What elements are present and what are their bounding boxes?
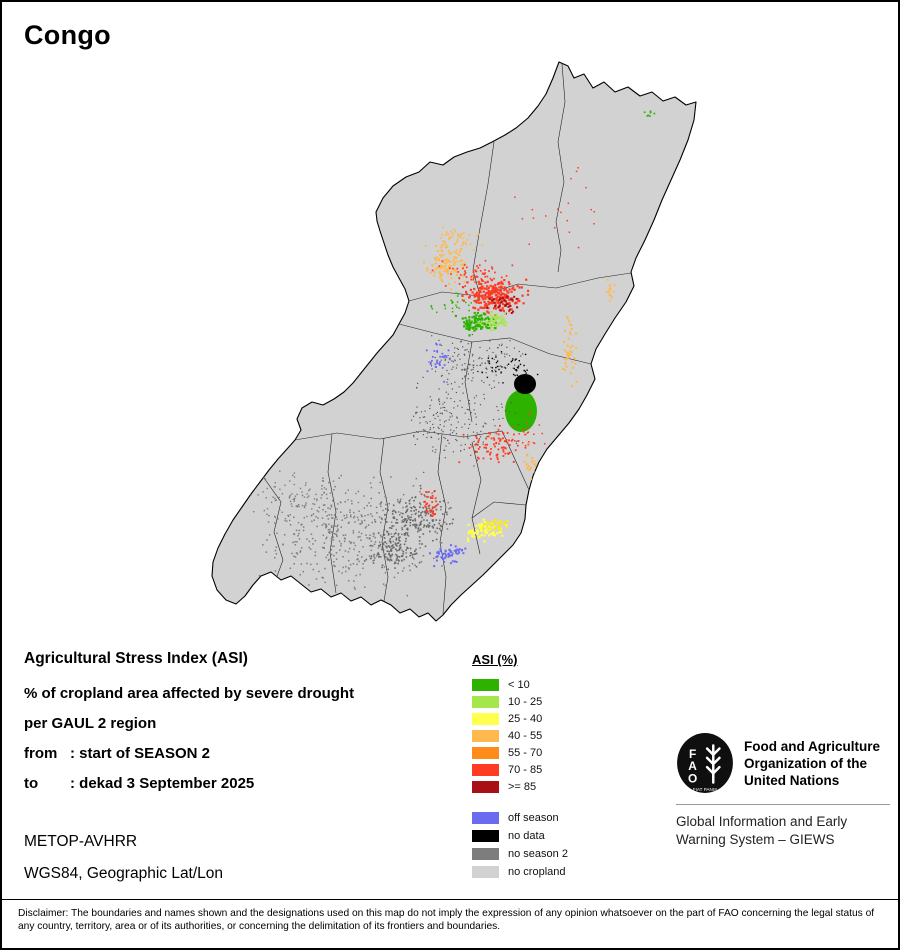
- legend-label: no season 2: [508, 848, 568, 860]
- legend-swatch: [472, 848, 499, 860]
- period-from-label: from: [24, 745, 58, 762]
- fao-org-name: Food and Agriculture Organization of the…: [744, 732, 880, 789]
- legend-item: no data: [472, 827, 568, 845]
- wheat-ear-icon: [705, 744, 721, 784]
- asi-description-line2: per GAUL 2 region: [24, 715, 157, 732]
- legend-swatch: [472, 678, 499, 691]
- fao-header: F A O FIAT PANIS Food and Agriculture Or…: [676, 732, 890, 794]
- fao-logo: F A O FIAT PANIS: [677, 733, 733, 793]
- legend-swatch: [472, 695, 499, 708]
- country-outline: [211, 61, 697, 622]
- legend-item: off season: [472, 809, 568, 827]
- asi-description-line1: % of cropland area affected by severe dr…: [24, 685, 355, 702]
- period-to-value: : dekad 3 September 2025: [70, 775, 255, 792]
- svg-text:F: F: [689, 747, 696, 761]
- legend-label: >= 85: [508, 780, 537, 793]
- legend-item: 55 - 70: [472, 744, 568, 761]
- legend-extra-classes: off season no data no season 2 no cropland: [472, 809, 568, 881]
- spacer: [24, 805, 454, 833]
- legend-item: >= 85: [472, 778, 568, 795]
- fao-org-line: Food and Agriculture: [744, 739, 880, 754]
- legend-label: 40 - 55: [508, 729, 543, 742]
- legend-title: ASI (%): [472, 652, 518, 667]
- period-to: to : dekad 3 September 2025: [24, 775, 454, 792]
- fao-logo-motto: FIAT PANIS: [693, 787, 717, 792]
- legend-label: off season: [508, 812, 559, 824]
- legend-item: 10 - 25: [472, 693, 568, 710]
- period-from-value: : start of SEASON 2: [70, 745, 211, 762]
- fao-org-line: Organization of the: [744, 756, 867, 771]
- legend-label: 55 - 70: [508, 746, 543, 759]
- legend-swatch: [472, 780, 499, 793]
- legend-swatch: [472, 729, 499, 742]
- period-from: from : start of SEASON 2: [24, 745, 454, 762]
- legend-swatch: [472, 763, 499, 776]
- fao-org-line: United Nations: [744, 773, 840, 788]
- legend-label: no cropland: [508, 866, 566, 878]
- legend-label: 25 - 40: [508, 712, 543, 725]
- legend-classes: < 10 10 - 25 25 - 40 40 - 55 55 - 70 70 - 85 >…: [472, 676, 568, 795]
- asi-pixel-dots: [239, 110, 656, 598]
- legend-label: no data: [508, 830, 545, 842]
- legend-label: 70 - 85: [508, 763, 543, 776]
- fao-attribution: F A O FIAT PANIS Food and Agriculture Or…: [676, 732, 890, 849]
- map-info-block: Agricultural Stress Index (ASI) % of cro…: [24, 650, 454, 897]
- legend-item: < 10: [472, 676, 568, 693]
- legend-label: < 10: [508, 678, 530, 691]
- giews-name: Global Information and Early Warning Sys…: [676, 813, 890, 849]
- projection-name: WGS84, Geographic Lat/Lon: [24, 865, 224, 882]
- asi-legend: ASI (%) < 10 10 - 25 25 - 40 40 - 55 55 - 70…: [472, 652, 568, 881]
- asi-solid-regions: [505, 374, 537, 432]
- legend-swatch: [472, 712, 499, 725]
- fao-divider: [676, 804, 890, 805]
- region-boundaries: [263, 63, 632, 615]
- legend-swatch: [472, 830, 499, 842]
- asi-heading: Agricultural Stress Index (ASI): [24, 650, 248, 667]
- giews-line: Global Information and Early: [676, 814, 848, 829]
- legend-item: 70 - 85: [472, 761, 568, 778]
- fao-logo-letters: F A O: [688, 747, 697, 786]
- legend-item: 40 - 55: [472, 727, 568, 744]
- legend-label: 10 - 25: [508, 695, 543, 708]
- giews-line: Warning System – GIEWS: [676, 832, 835, 847]
- legend-item: 25 - 40: [472, 710, 568, 727]
- period-to-label: to: [24, 775, 39, 792]
- sensor-name: METOP-AVHRR: [24, 833, 138, 850]
- svg-text:O: O: [688, 772, 697, 786]
- legend-swatch: [472, 866, 499, 878]
- svg-text:A: A: [688, 759, 697, 773]
- legend-swatch: [472, 812, 499, 824]
- fao-logo-oval: [677, 733, 733, 793]
- legend-item: no season 2: [472, 845, 568, 863]
- page-title: Congo: [24, 20, 111, 50]
- disclaimer-text: Disclaimer: The boundaries and names sho…: [2, 899, 898, 933]
- legend-swatch: [472, 746, 499, 759]
- legend-item: no cropland: [472, 863, 568, 881]
